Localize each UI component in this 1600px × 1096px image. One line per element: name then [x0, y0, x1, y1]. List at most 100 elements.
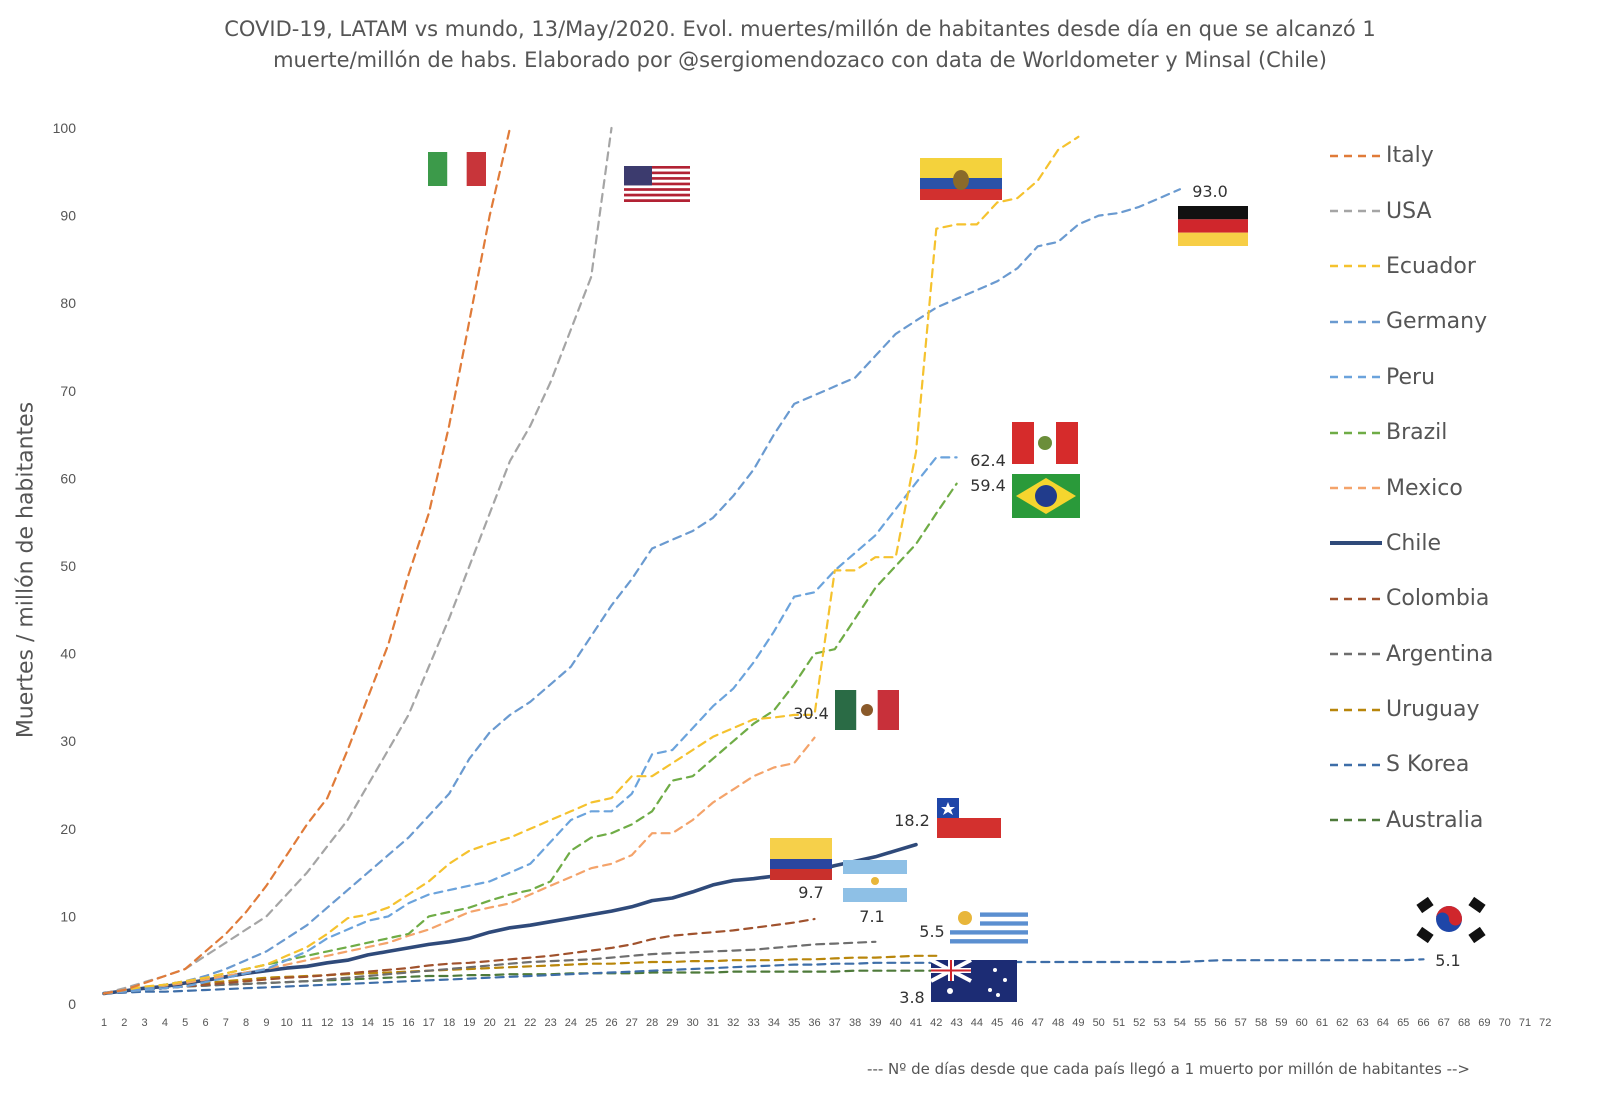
- x-tick-label: 64: [1377, 1017, 1389, 1029]
- x-tick-label: 58: [1255, 1017, 1267, 1029]
- data-label-s-korea: 5.1: [1435, 951, 1460, 970]
- series-line-germany: [102, 188, 1182, 995]
- x-tick-label: 60: [1296, 1017, 1308, 1029]
- x-tick-label: 71: [1519, 1017, 1531, 1029]
- x-tick-label: 52: [1133, 1017, 1145, 1029]
- legend-item-italy: Italy: [1330, 128, 1590, 183]
- chart-title-line-1: COVID-19, LATAM vs mundo, 13/May/2020. E…: [224, 17, 1376, 41]
- legend-label: Italy: [1386, 143, 1434, 169]
- colombia-flag-icon: [770, 838, 832, 880]
- legend-label: Peru: [1386, 364, 1436, 390]
- x-tick-label: 31: [707, 1017, 719, 1029]
- australia-flag-icon: [930, 958, 1017, 1002]
- x-tick-label: 65: [1397, 1017, 1409, 1029]
- legend: Italy USA Ecuador Germany Peru Brazil Mexico Ch…: [1330, 128, 1590, 848]
- series-lines: [102, 126, 1425, 996]
- series-line-mexico: [102, 736, 816, 995]
- x-tick-label: 15: [382, 1017, 394, 1029]
- country-flags: [428, 152, 1486, 1002]
- data-label-brazil: 59.4: [970, 476, 1006, 495]
- x-tick-label: 12: [321, 1017, 333, 1029]
- x-tick-label: 63: [1356, 1017, 1368, 1029]
- legend-label: Argentina: [1386, 641, 1494, 667]
- data-label-mexico: 30.4: [793, 704, 829, 723]
- legend-swatch-australia: [1330, 819, 1382, 822]
- data-label-germany: 93.0: [1192, 182, 1228, 201]
- series-line-brazil: [102, 482, 958, 995]
- x-tick-label: 20: [484, 1017, 496, 1029]
- x-tick-label: 61: [1316, 1017, 1328, 1029]
- legend-label: Uruguay: [1386, 697, 1480, 723]
- ecuador-flag-icon: [920, 158, 1002, 200]
- y-tick-label: 10: [60, 908, 76, 924]
- germany-flag-icon: [1178, 206, 1248, 246]
- legend-label: S Korea: [1386, 752, 1470, 778]
- x-tick-label: 28: [646, 1017, 658, 1029]
- x-tick-label: 62: [1336, 1017, 1348, 1029]
- chart-title: COVID-19, LATAM vs mundo, 13/May/2020. E…: [0, 14, 1600, 76]
- legend-item-uruguay: Uruguay: [1330, 682, 1590, 737]
- x-tick-label: 26: [605, 1017, 617, 1029]
- x-tick-label: 56: [1214, 1017, 1226, 1029]
- data-label-uruguay: 5.5: [919, 922, 944, 941]
- legend-swatch-colombia: [1330, 597, 1382, 601]
- x-tick-label: 36: [808, 1017, 820, 1029]
- x-tick-label: 9: [263, 1017, 269, 1029]
- y-tick-label: 50: [60, 558, 76, 574]
- x-tick-label: 22: [524, 1017, 536, 1029]
- chile-flag-icon: [937, 798, 1001, 838]
- uruguay-flag-icon: [950, 908, 1028, 948]
- x-tick-label: 42: [930, 1017, 942, 1029]
- x-tick-label: 50: [1093, 1017, 1105, 1029]
- data-label-argentina: 7.1: [859, 907, 884, 926]
- series-line-colombia: [102, 917, 816, 995]
- series-line-italy: [102, 126, 512, 995]
- legend-label: Chile: [1386, 530, 1442, 556]
- y-tick-label: 0: [68, 996, 76, 1012]
- y-tick-label: 40: [60, 646, 76, 662]
- x-tick-label: 4: [162, 1017, 168, 1029]
- x-tick-label: 46: [1011, 1017, 1023, 1029]
- data-labels: 93.0 62.4 59.4 30.4 18.2 9.7 7.1 5.5 5.1 3.8: [793, 182, 1461, 1007]
- x-tick-label: 33: [747, 1017, 759, 1029]
- data-label-peru: 62.4: [970, 451, 1006, 470]
- brazil-flag-icon: [1012, 474, 1080, 518]
- legend-item-australia: Australia: [1330, 793, 1590, 848]
- peru-flag-icon: [1012, 422, 1078, 464]
- legend-swatch-mexico: [1330, 486, 1382, 490]
- x-tick-label: 25: [585, 1017, 597, 1029]
- x-tick-label: 11: [301, 1017, 312, 1029]
- south-korea-flag-icon: [1412, 894, 1486, 944]
- x-tick-label: 5: [182, 1017, 188, 1029]
- x-tick-label: 54: [1174, 1017, 1186, 1029]
- legend-label: Australia: [1386, 807, 1484, 833]
- series-line-uruguay: [102, 954, 938, 995]
- x-tick-label: 68: [1458, 1017, 1470, 1029]
- series-line-s-korea: [102, 958, 1425, 995]
- x-tick-label: 53: [1153, 1017, 1165, 1029]
- x-tick-label: 18: [443, 1017, 455, 1029]
- legend-swatch-chile: [1330, 541, 1382, 546]
- x-tick-label: 19: [463, 1017, 475, 1029]
- x-tick-label: 47: [1032, 1017, 1044, 1029]
- x-tick-label: 30: [687, 1017, 699, 1029]
- y-tick-label: 60: [60, 470, 76, 486]
- legend-item-s-korea: S Korea: [1330, 737, 1590, 792]
- legend-swatch-uruguay: [1330, 708, 1382, 711]
- x-tick-label: 69: [1478, 1017, 1490, 1029]
- x-tick-label: 1: [101, 1017, 107, 1029]
- y-tick-label: 70: [60, 383, 76, 399]
- legend-item-argentina: Argentina: [1330, 627, 1590, 682]
- x-tick-label: 27: [626, 1017, 638, 1029]
- legend-item-chile: Chile: [1330, 516, 1590, 571]
- x-tick-label: 24: [565, 1017, 577, 1029]
- y-tick-label: 80: [60, 295, 76, 311]
- x-tick-label: 44: [971, 1017, 983, 1029]
- legend-item-germany: Germany: [1330, 294, 1590, 349]
- legend-label: Mexico: [1386, 475, 1463, 501]
- x-tick-label: 55: [1194, 1017, 1206, 1029]
- y-tick-label: 30: [60, 733, 76, 749]
- legend-swatch-peru: [1330, 376, 1382, 379]
